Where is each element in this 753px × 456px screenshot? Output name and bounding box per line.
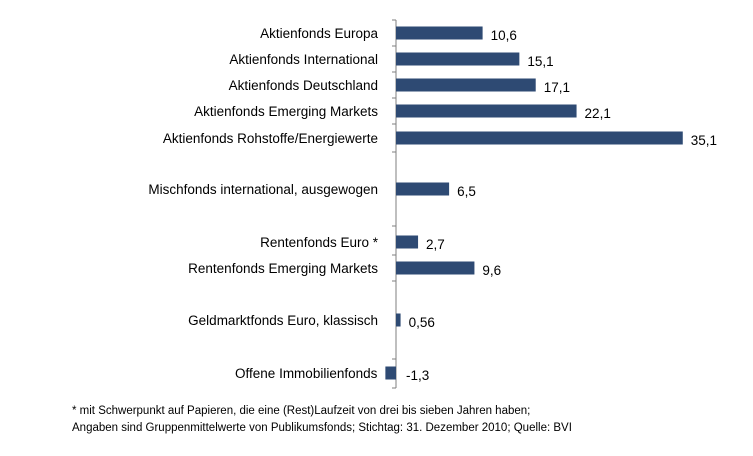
bar bbox=[396, 78, 536, 92]
category-label: Aktienfonds Europa bbox=[260, 26, 378, 41]
bar bbox=[396, 261, 475, 275]
bar bbox=[396, 104, 577, 118]
bar bbox=[385, 366, 396, 380]
data-label: 35,1 bbox=[691, 133, 717, 148]
data-label: 0,56 bbox=[409, 315, 435, 330]
data-label: 6,5 bbox=[457, 184, 476, 199]
category-label: Aktienfonds Deutschland bbox=[229, 78, 378, 93]
bar bbox=[396, 52, 520, 66]
category-label: Aktienfonds Emerging Markets bbox=[194, 104, 378, 119]
data-label: 9,6 bbox=[482, 263, 501, 278]
category-label: Aktienfonds Rohstoffe/Energiewerte bbox=[163, 131, 378, 146]
category-label: Geldmarktfonds Euro, klassisch bbox=[188, 313, 378, 328]
category-label: Offene Immobilienfonds bbox=[235, 366, 378, 381]
bar bbox=[396, 26, 483, 40]
category-label: Mischfonds international, ausgewogen bbox=[148, 182, 378, 197]
bar bbox=[396, 131, 683, 145]
data-label: -1,3 bbox=[406, 368, 429, 383]
footnote-line-2: Angaben sind Gruppenmittelwerte von Publ… bbox=[72, 422, 572, 434]
footnote-line-1: * mit Schwerpunkt auf Papieren, die eine… bbox=[72, 405, 531, 417]
category-label: Rentenfonds Euro * bbox=[260, 235, 379, 250]
data-label: 22,1 bbox=[585, 106, 611, 121]
bar-chart: Aktienfonds Europa 10,6 Aktienfonds Intern… bbox=[148, 19, 717, 389]
category-label: Rentenfonds Emerging Markets bbox=[188, 261, 378, 276]
bar bbox=[396, 235, 419, 249]
bar bbox=[396, 182, 450, 196]
data-label: 10,6 bbox=[491, 28, 517, 43]
data-label: 15,1 bbox=[527, 54, 553, 69]
bar bbox=[396, 313, 401, 327]
category-label: Aktienfonds International bbox=[229, 52, 378, 67]
data-label: 17,1 bbox=[544, 80, 570, 95]
data-label: 2,7 bbox=[426, 237, 445, 252]
